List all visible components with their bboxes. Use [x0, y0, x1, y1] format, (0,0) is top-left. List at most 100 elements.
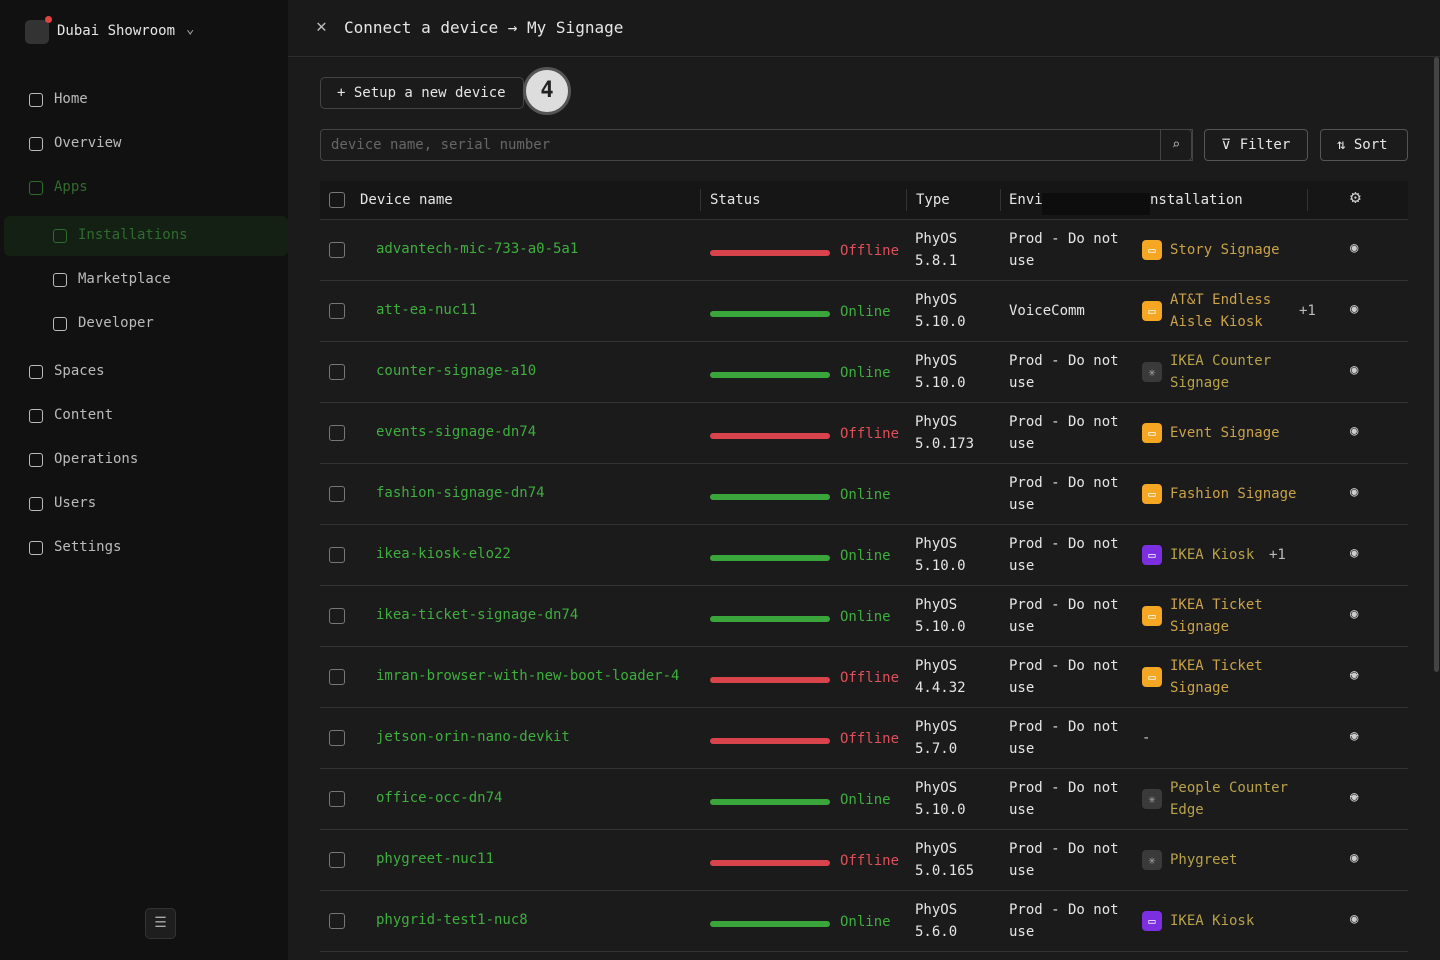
column-header[interactable]: Status: [710, 192, 761, 208]
table-row[interactable]: phygreet-nuc11 Offline PhyOS 5.0.165 Prod -…: [320, 830, 1408, 891]
row-checkbox[interactable]: [329, 913, 345, 929]
row-checkbox[interactable]: [329, 547, 345, 563]
table-row[interactable]: phygrid-test1-nuc8 Online PhyOS 5.6.0 Prod …: [320, 891, 1408, 952]
table-row[interactable]: att-ea-nuc11 Online PhyOS 5.10.0 VoiceComm ▭…: [320, 281, 1408, 342]
installation-name[interactable]: Phygreet: [1170, 852, 1238, 868]
installation-icon: ▭: [1142, 423, 1162, 443]
row-checkbox[interactable]: [329, 608, 345, 624]
device-name[interactable]: att-ea-nuc11: [376, 302, 478, 318]
filter-button[interactable]: ⊽ Filter: [1204, 129, 1308, 161]
search-button[interactable]: ⌕: [1160, 129, 1192, 161]
installation-name[interactable]: -: [1142, 730, 1151, 746]
row-checkbox[interactable]: [329, 852, 345, 868]
column-divider: [906, 189, 907, 211]
status-label: Online: [840, 365, 891, 381]
nav-item[interactable]: Settings: [54, 539, 122, 555]
search-input[interactable]: device name, serial number: [320, 129, 1193, 161]
device-name[interactable]: jetson-orin-nano-devkit: [376, 729, 570, 745]
nav-item[interactable]: Spaces: [54, 363, 105, 379]
device-name[interactable]: office-occ-dn74: [376, 790, 503, 806]
setup-button[interactable]: + Setup a new device: [320, 77, 524, 109]
eye-icon[interactable]: ◉: [1350, 301, 1359, 317]
nav-item[interactable]: Marketplace: [78, 271, 171, 287]
installation-name[interactable]: Event Signage: [1170, 425, 1280, 441]
installation-name[interactable]: IKEA Kiosk: [1170, 547, 1255, 563]
eye-icon[interactable]: ◉: [1350, 362, 1359, 378]
installation-name[interactable]: IKEA Kiosk: [1170, 913, 1255, 929]
device-name[interactable]: imran-browser-with-new-boot-loader-4: [376, 668, 680, 684]
installation-name[interactable]: AT&T Endless Aisle Kiosk: [1170, 292, 1272, 330]
device-name[interactable]: advantech-mic-733-a0-5a1: [376, 241, 579, 257]
device-name[interactable]: phygreet-nuc11: [376, 851, 495, 867]
table-row[interactable]: advantech-mic-733-a0-5a1 Offline PhyOS 5.8…: [320, 220, 1408, 281]
device-name[interactable]: counter-signage-a10: [376, 363, 537, 379]
table-row[interactable]: fashion-signage-dn74 Online Prod - Do not …: [320, 464, 1408, 525]
nav-item[interactable]: Overview: [54, 135, 122, 151]
device-type: PhyOS 5.6.0: [915, 902, 958, 940]
status-bar: [710, 311, 830, 317]
environment: Prod - Do not use: [1009, 353, 1119, 391]
table-row[interactable]: events-signage-dn74 Offline PhyOS 5.0.173 P…: [320, 403, 1408, 464]
avatar[interactable]: [25, 20, 49, 44]
column-header[interactable]: Device name: [360, 192, 453, 208]
nav-icon: [29, 453, 43, 467]
row-checkbox[interactable]: [329, 364, 345, 380]
eye-icon[interactable]: ◉: [1350, 484, 1359, 500]
row-checkbox[interactable]: [329, 303, 345, 319]
row-checkbox[interactable]: [329, 730, 345, 746]
row-checkbox[interactable]: [329, 791, 345, 807]
eye-icon[interactable]: ◉: [1350, 606, 1359, 622]
eye-icon[interactable]: ◉: [1350, 850, 1359, 866]
eye-icon[interactable]: ◉: [1350, 240, 1359, 256]
select-all-checkbox[interactable]: [329, 192, 345, 208]
installation-name[interactable]: People Counter Edge: [1170, 780, 1289, 818]
nav-icon: [29, 93, 43, 107]
hidden-eye-icon[interactable]: ◉: [1350, 728, 1359, 744]
row-checkbox[interactable]: [329, 425, 345, 441]
nav-item[interactable]: Operations: [54, 451, 139, 467]
row-checkbox[interactable]: [329, 669, 345, 685]
nav-item[interactable]: Home: [54, 91, 88, 107]
row-checkbox[interactable]: [329, 486, 345, 502]
device-type: PhyOS 5.10.0: [915, 780, 966, 818]
eye-icon[interactable]: ◉: [1350, 545, 1359, 561]
installation-name[interactable]: IKEA Ticket Signage: [1170, 658, 1263, 696]
sort-button[interactable]: ⇅ Sort: [1320, 129, 1408, 161]
installation-name[interactable]: Fashion Signage: [1170, 486, 1297, 502]
nav-item[interactable]: Installations: [78, 227, 188, 243]
chevron[interactable]: ⌄: [186, 21, 195, 37]
device-name[interactable]: ikea-kiosk-elo22: [376, 546, 511, 562]
column-header[interactable]: nstallation: [1150, 192, 1243, 208]
workspace-name[interactable]: Dubai Showroom: [57, 23, 176, 39]
installation-name[interactable]: IKEA Ticket Signage: [1170, 597, 1263, 635]
device-name[interactable]: ikea-ticket-signage-dn74: [376, 607, 579, 623]
device-type: PhyOS 5.10.0: [915, 536, 966, 574]
column-header[interactable]: Envi: [1009, 192, 1043, 208]
eye-icon[interactable]: ◉: [1350, 911, 1359, 927]
eye-icon[interactable]: ◉: [1350, 423, 1359, 439]
hidden-eye-icon[interactable]: ◉: [1350, 789, 1359, 805]
table-row[interactable]: office-occ-dn74 Online PhyOS 5.10.0 Prod - …: [320, 769, 1408, 830]
table-row[interactable]: jetson-orin-nano-devkit Offline PhyOS 5.7.…: [320, 708, 1408, 769]
device-name[interactable]: fashion-signage-dn74: [376, 485, 545, 501]
collapse-button[interactable]: ☰: [145, 908, 176, 939]
nav-item[interactable]: Users: [54, 495, 97, 511]
installation-name[interactable]: IKEA Counter Signage: [1170, 353, 1272, 391]
device-name[interactable]: phygrid-test1-nuc8: [376, 912, 528, 928]
table-row[interactable]: ikea-kiosk-elo22 Online PhyOS 5.10.0 Prod -…: [320, 525, 1408, 586]
table-row[interactable]: imran-browser-with-new-boot-loader-4 Offl…: [320, 647, 1408, 708]
nav-item[interactable]: Developer: [78, 315, 154, 331]
installation-icon: ✳: [1142, 789, 1162, 809]
installation-name[interactable]: Story Signage: [1170, 242, 1280, 258]
table-row[interactable]: ikea-ticket-signage-dn74 Online PhyOS 5.10…: [320, 586, 1408, 647]
table-row[interactable]: counter-signage-a10 Online PhyOS 5.10.0 Pro…: [320, 342, 1408, 403]
nav-item[interactable]: Content: [54, 407, 114, 423]
hidden-eye-icon[interactable]: ◉: [1350, 667, 1359, 683]
scrollbar[interactable]: [1434, 57, 1439, 672]
row-checkbox[interactable]: [329, 242, 345, 258]
close-button[interactable]: ✕: [316, 16, 327, 37]
nav-item[interactable]: Apps: [54, 179, 88, 195]
column-header[interactable]: Type: [916, 192, 950, 208]
device-name[interactable]: events-signage-dn74: [376, 424, 537, 440]
settings-icon[interactable]: ⚙: [1350, 187, 1361, 208]
